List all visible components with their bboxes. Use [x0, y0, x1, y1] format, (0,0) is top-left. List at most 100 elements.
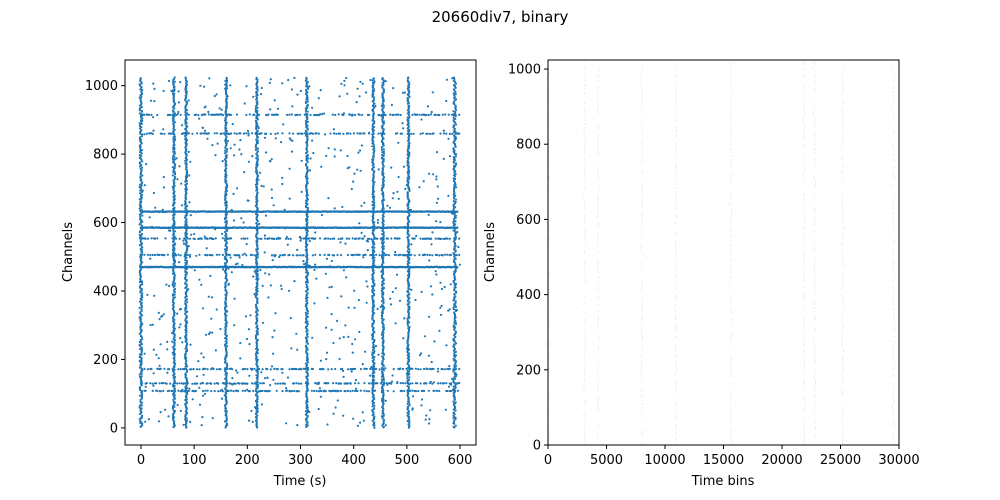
spike-point — [306, 230, 309, 233]
spike-point — [138, 203, 141, 206]
spike-point — [256, 231, 259, 234]
spike-point — [290, 113, 293, 116]
spike-point — [139, 222, 142, 226]
spike-point — [371, 229, 374, 232]
spike-point — [224, 172, 227, 175]
spike-point — [213, 382, 216, 385]
spike-point — [306, 398, 309, 401]
spike-point — [256, 129, 259, 132]
spike-point — [171, 174, 174, 177]
spike-point — [381, 244, 384, 247]
spike-point — [256, 100, 259, 103]
spike-point — [198, 253, 201, 256]
spike-point — [406, 414, 409, 417]
spike-point — [244, 237, 247, 240]
spike-point — [138, 300, 142, 303]
spike-point — [384, 114, 387, 117]
spike-point — [411, 113, 414, 116]
spike-point — [140, 348, 144, 351]
spike-point — [306, 312, 309, 315]
spike-point — [151, 132, 154, 135]
spike-point — [454, 301, 457, 304]
spike-point — [141, 133, 144, 136]
spike-point — [256, 407, 259, 410]
spike-point — [139, 143, 142, 147]
spike-point — [453, 366, 456, 369]
spike-point — [141, 422, 144, 425]
spike-point — [408, 111, 411, 114]
spike-point — [254, 146, 257, 149]
spike-point — [172, 337, 175, 340]
spike-point — [185, 90, 188, 93]
spike-point — [184, 76, 187, 79]
spike-point — [452, 124, 455, 127]
spike-point — [371, 239, 374, 242]
spike-point — [139, 403, 142, 406]
spike-point — [184, 113, 187, 116]
spike-point — [380, 380, 384, 383]
spike-point — [371, 396, 374, 399]
spike-point — [172, 293, 175, 296]
spike-point — [256, 327, 259, 330]
spike-point — [225, 150, 228, 153]
spike-point — [225, 254, 228, 257]
spike-point — [265, 132, 268, 135]
spike-point — [454, 113, 457, 116]
spike-point — [387, 254, 391, 257]
figure-title: 20660div7, binary — [432, 8, 569, 26]
spike-point — [454, 290, 458, 293]
spike-point — [308, 237, 311, 240]
spike-point — [225, 81, 228, 84]
spike-point — [406, 323, 409, 326]
spike-point — [255, 76, 258, 79]
spike-point — [382, 150, 385, 153]
spike-point — [138, 353, 141, 356]
spike-point — [304, 237, 307, 240]
spike-point — [225, 228, 228, 231]
spike-point — [373, 246, 376, 249]
spike-point — [407, 242, 410, 245]
spike-point — [256, 237, 260, 240]
spike-point — [454, 123, 458, 126]
spike-point — [382, 418, 386, 421]
spike-point — [306, 166, 309, 169]
spike-point — [318, 113, 322, 116]
spike-point — [173, 76, 176, 79]
spike-point — [329, 132, 332, 135]
spike-point — [381, 214, 384, 217]
spike-point — [305, 76, 308, 79]
spike-point — [381, 221, 384, 224]
spike-point — [454, 108, 458, 111]
spike-point — [381, 310, 384, 313]
spike-point — [292, 254, 295, 257]
spike-point — [364, 253, 367, 256]
spike-point — [258, 113, 261, 116]
spike-point — [225, 219, 228, 222]
spike-point — [356, 132, 359, 135]
spike-point — [406, 419, 409, 423]
spike-point — [139, 355, 142, 358]
spike-point — [225, 167, 228, 170]
spike-point — [173, 194, 176, 197]
spike-point — [306, 206, 309, 209]
spike-point — [407, 125, 410, 128]
spike-point — [426, 253, 429, 256]
spike-point — [173, 387, 176, 390]
spike-point — [452, 279, 455, 282]
spike-point — [452, 425, 455, 428]
spike-point — [242, 132, 245, 135]
spike-point — [141, 160, 144, 163]
spike-point — [173, 137, 176, 140]
spike-point — [380, 283, 383, 286]
spike-point — [372, 77, 376, 80]
spike-point — [370, 237, 373, 241]
spike-point — [296, 113, 299, 116]
spike-point — [454, 263, 457, 266]
spike-point — [380, 276, 383, 279]
spike-point — [143, 253, 146, 256]
spike-point — [184, 340, 187, 343]
spike-point — [428, 253, 431, 257]
spike-point — [270, 254, 274, 257]
spike-point — [225, 154, 228, 157]
spike-point — [382, 247, 385, 250]
